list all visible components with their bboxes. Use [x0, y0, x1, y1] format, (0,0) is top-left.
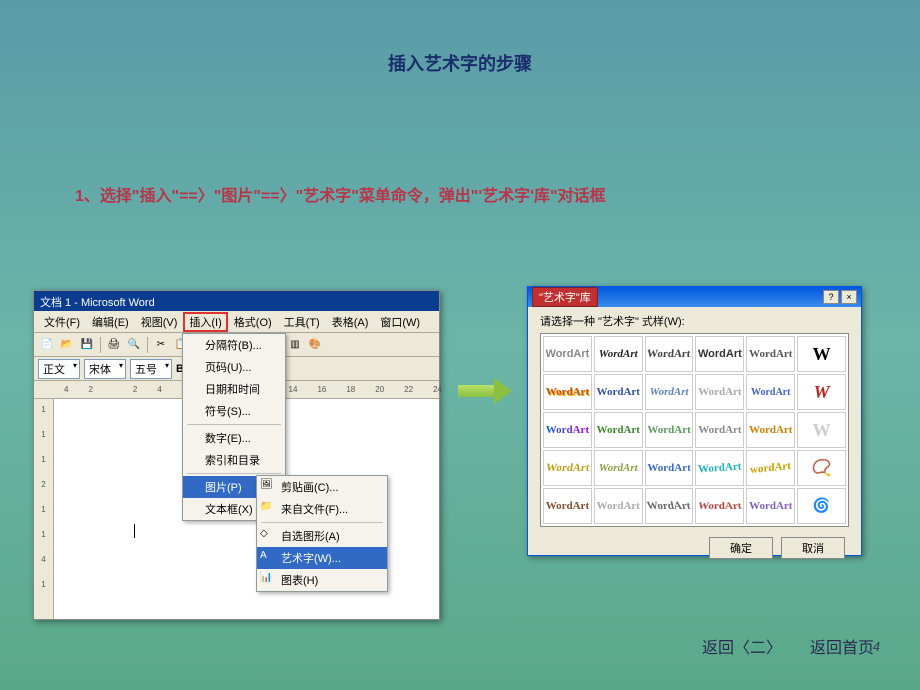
menu-item[interactable]: 窗口(W) [374, 312, 426, 332]
wordart-style-cell[interactable]: WordArt [746, 336, 795, 372]
menu-item[interactable]: 分隔符(B)... [183, 334, 285, 356]
wordart-style-cell[interactable]: W [797, 374, 846, 410]
menu-item[interactable]: 页码(U)... [183, 356, 285, 378]
step-text: 1、选择"插入"==〉"图片"==〉"艺术字"菜单命令，弹出"'艺术字'库"对话… [75, 182, 606, 206]
wordart-style-cell[interactable]: WordArt [695, 336, 744, 372]
wordart-style-cell[interactable]: W [797, 336, 846, 372]
word-menubar[interactable]: 文件(F)编辑(E)视图(V)插入(I)格式(O)工具(T)表格(A)窗口(W) [34, 311, 439, 333]
new-icon[interactable]: 📄 [38, 336, 56, 354]
drawing-icon[interactable]: 🎨 [306, 336, 324, 354]
wordart-style-cell[interactable]: WordArt [594, 488, 643, 524]
cancel-button[interactable]: 取消 [781, 537, 845, 559]
wordart-style-cell[interactable]: WordArt [645, 336, 694, 372]
submenu-item[interactable]: 🖼剪贴画(C)... [257, 476, 387, 498]
dialog-label: 请选择一种 "艺术字" 式样(W): [528, 307, 861, 333]
menu-icon: 📊 [260, 572, 276, 586]
wordart-style-cell[interactable]: WordArt [645, 450, 694, 486]
wordart-style-cell[interactable]: WordArt [695, 374, 744, 410]
menu-separator [187, 473, 281, 474]
menu-item[interactable]: 表格(A) [326, 312, 375, 332]
word-window: 文档 1 - Microsoft Word 文件(F)编辑(E)视图(V)插入(… [33, 290, 440, 620]
menu-separator [187, 424, 281, 425]
wordart-grid[interactable]: WordArtWordArtWordArtWordArtWordArtWWord… [540, 333, 849, 527]
wordart-gallery-dialog: "艺术字"库 ? × 请选择一种 "艺术字" 式样(W): WordArtWor… [527, 286, 862, 556]
font-dropdown[interactable]: 宋体 [84, 359, 126, 379]
text-cursor [134, 524, 135, 538]
separator [147, 337, 148, 353]
back-section-link[interactable]: 返回〈二〉 [702, 634, 782, 658]
arrow-icon [458, 378, 514, 404]
wordart-style-cell[interactable]: WordArt [543, 450, 592, 486]
wordart-style-cell[interactable]: W [797, 412, 846, 448]
close-icon[interactable]: × [841, 290, 857, 304]
submenu-item[interactable]: ◇自选图形(A) [257, 525, 387, 547]
print-icon[interactable]: 🖨 [105, 336, 123, 354]
wordart-style-cell[interactable]: WordArt [645, 412, 694, 448]
wordart-style-cell[interactable]: WordArt [543, 374, 592, 410]
save-icon[interactable]: 💾 [78, 336, 96, 354]
back-home-link[interactable]: 返回首页 [810, 634, 874, 658]
wordart-style-cell[interactable]: WordArt [543, 336, 592, 372]
menu-item[interactable]: 文件(F) [38, 312, 86, 332]
menu-item[interactable]: 视图(V) [135, 312, 184, 332]
vertical-ruler: 11121141 [34, 399, 54, 619]
wordart-style-cell[interactable]: 🌀 [797, 488, 846, 524]
style-dropdown[interactable]: 正文 [38, 359, 80, 379]
preview-icon[interactable]: 🔍 [125, 336, 143, 354]
wordart-style-cell[interactable]: WordArt [543, 488, 592, 524]
wordart-style-cell[interactable]: WordArt [594, 450, 643, 486]
menu-separator [261, 522, 383, 523]
picture-submenu[interactable]: 🖼剪贴画(C)...📁来自文件(F)...◇自选图形(A)A艺术字(W)...📊… [256, 475, 388, 592]
dialog-title: "艺术字"库 [532, 287, 598, 307]
submenu-item[interactable]: 📁来自文件(F)... [257, 498, 387, 520]
ok-button[interactable]: 确定 [709, 537, 773, 559]
open-icon[interactable]: 📂 [58, 336, 76, 354]
slide-number: 4 [873, 639, 880, 654]
dialog-buttons: 确定 取消 [528, 527, 861, 559]
menu-item[interactable]: 索引和目录 [183, 449, 285, 471]
wordart-style-cell[interactable]: WordArt [695, 450, 744, 486]
wordart-style-cell[interactable]: WordArt [645, 488, 694, 524]
wordart-style-cell[interactable]: wordArt [746, 450, 795, 486]
word-titlebar: 文档 1 - Microsoft Word [34, 291, 439, 311]
wordart-style-cell[interactable]: 📿 [797, 450, 846, 486]
wordart-style-cell[interactable]: WordArt [695, 412, 744, 448]
wordart-style-cell[interactable]: WordArt [746, 412, 795, 448]
slide-title: 插入艺术字的步骤 [0, 0, 920, 76]
menu-icon: 📁 [260, 501, 276, 515]
wordart-style-cell[interactable]: WordArt [543, 412, 592, 448]
wordart-style-cell[interactable]: WordArt [695, 488, 744, 524]
separator [100, 337, 101, 353]
menu-item[interactable]: 插入(I) [183, 312, 227, 332]
wordart-style-cell[interactable]: WordArt [594, 374, 643, 410]
menu-item[interactable]: 符号(S)... [183, 400, 285, 422]
menu-item[interactable]: 格式(O) [228, 312, 278, 332]
wordart-style-cell[interactable]: WordArt [746, 374, 795, 410]
submenu-item[interactable]: 📊图表(H) [257, 569, 387, 591]
help-icon[interactable]: ? [823, 290, 839, 304]
menu-icon: A [260, 550, 276, 564]
wordart-style-cell[interactable]: WordArt [594, 336, 643, 372]
menu-icon: 🖼 [260, 479, 276, 493]
menu-item[interactable]: 数字(E)... [183, 427, 285, 449]
dialog-titlebar: "艺术字"库 ? × [528, 287, 861, 307]
footer-links: 返回〈二〉 返回首页 [702, 634, 874, 658]
menu-item[interactable]: 日期和时间 [183, 378, 285, 400]
size-dropdown[interactable]: 五号 [130, 359, 172, 379]
cut-icon[interactable]: ✂ [152, 336, 170, 354]
wordart-style-cell[interactable]: WordArt [594, 412, 643, 448]
wordart-style-cell[interactable]: WordArt [746, 488, 795, 524]
wordart-style-cell[interactable]: WordArt [645, 374, 694, 410]
submenu-item[interactable]: A艺术字(W)... [257, 547, 387, 569]
menu-item[interactable]: 工具(T) [278, 312, 326, 332]
columns-icon[interactable]: ▥ [286, 336, 304, 354]
menu-icon: ◇ [260, 528, 276, 542]
menu-item[interactable]: 编辑(E) [86, 312, 135, 332]
